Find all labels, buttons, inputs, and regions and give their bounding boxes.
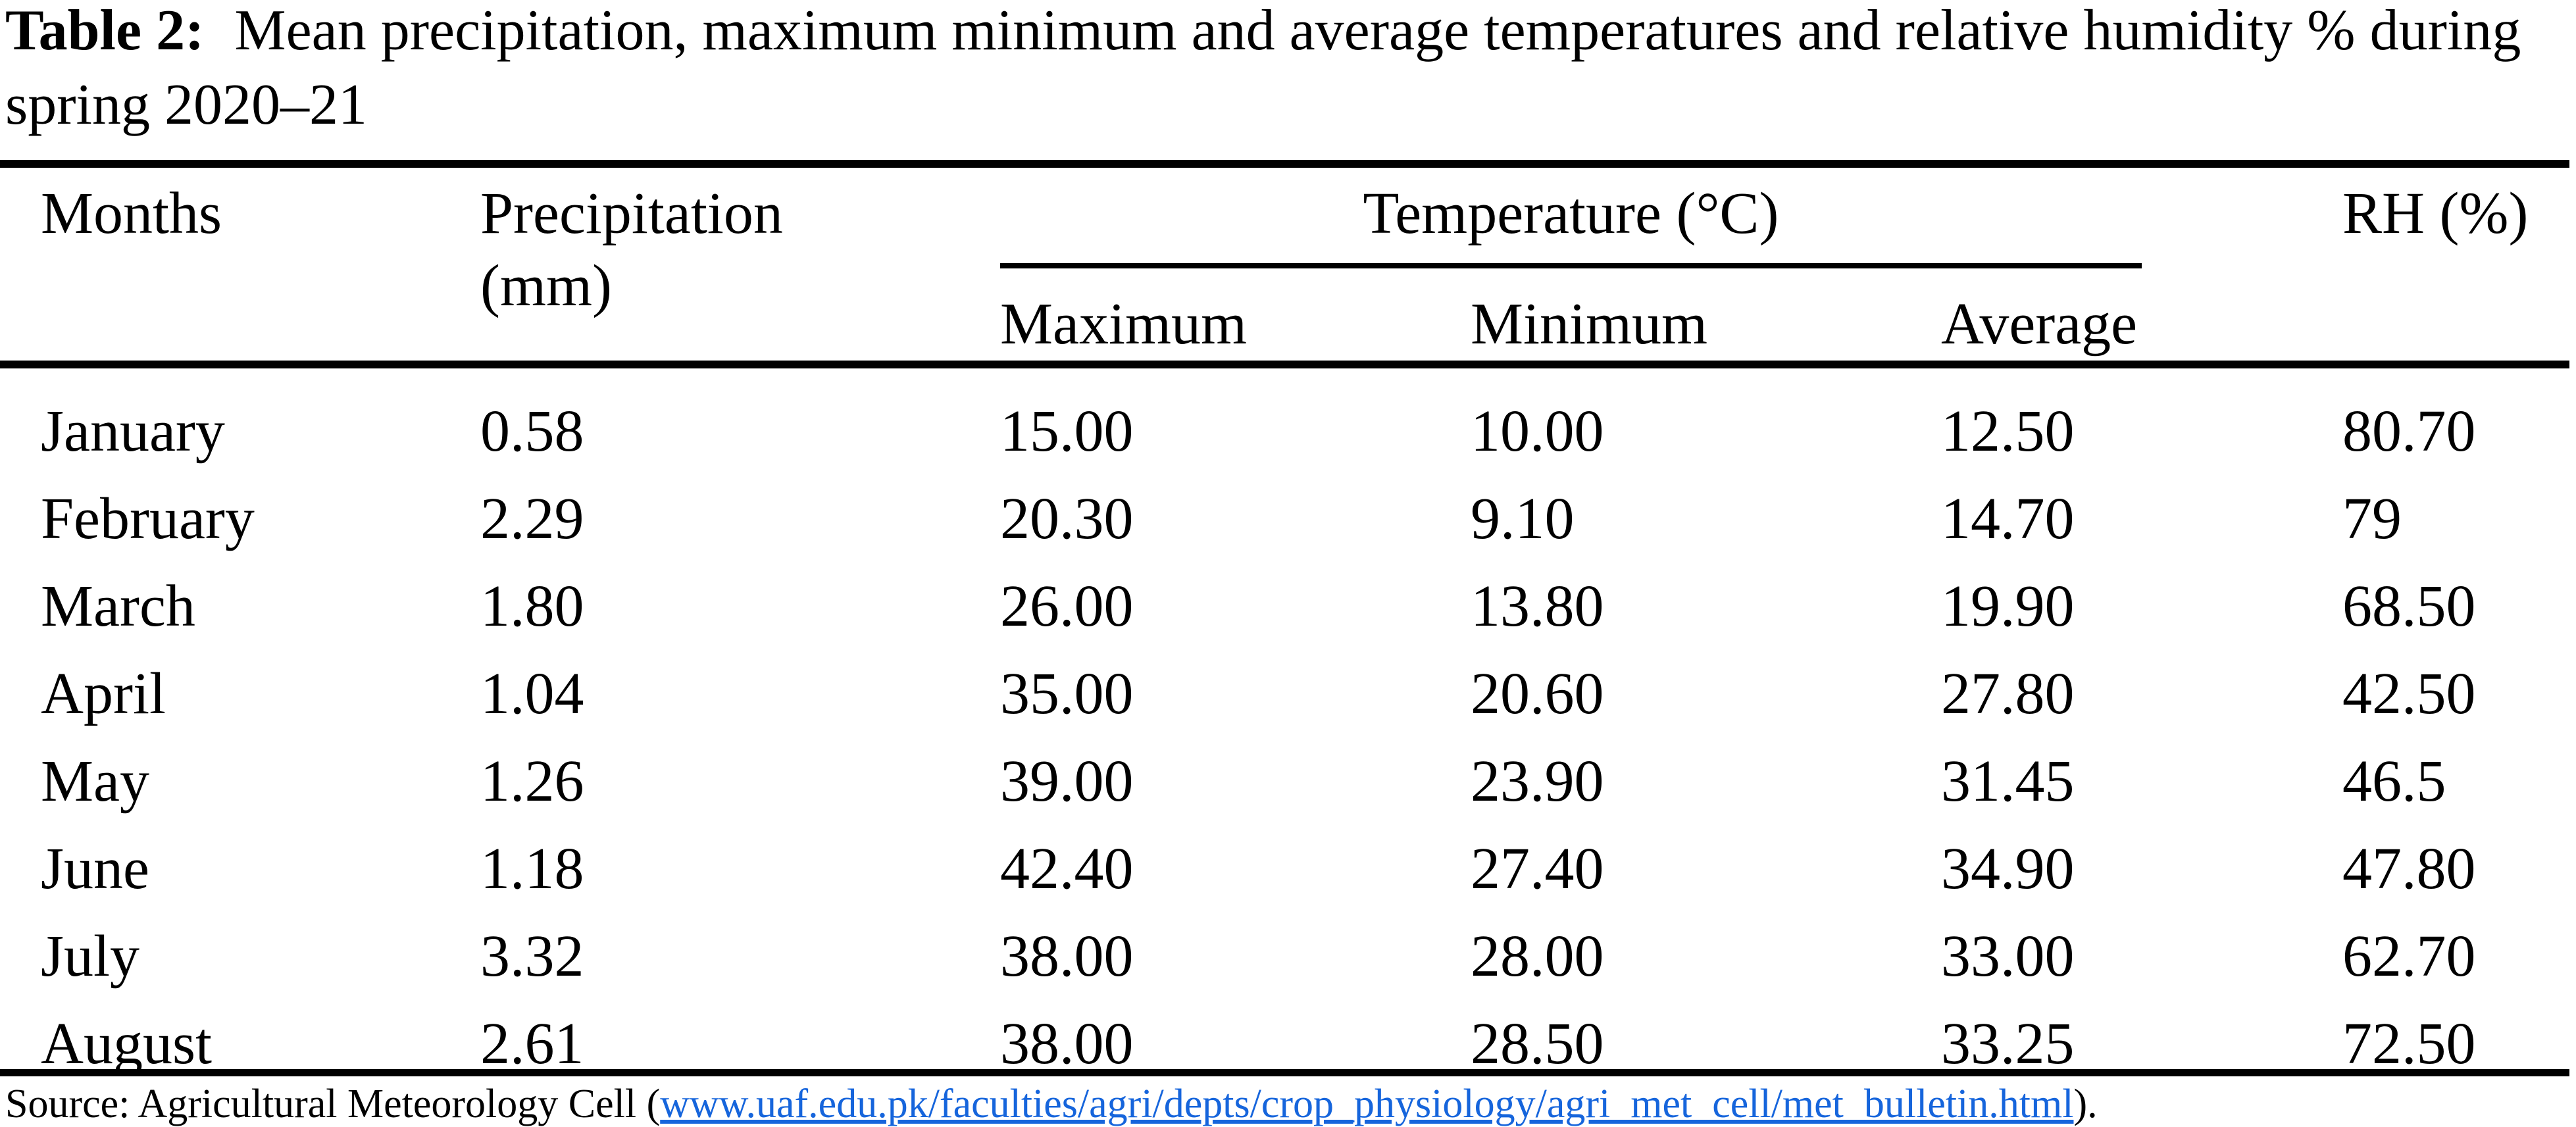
cell-max: 35.00 (1000, 661, 1134, 726)
cell-month: January (41, 399, 225, 464)
cell-rh: 80.70 (2342, 399, 2476, 464)
header-average: Average (1941, 291, 2138, 357)
table-row: June 1.18 42.40 27.40 34.90 47.80 (0, 839, 2576, 927)
source-prefix: Source: Agricultural Meteorology Cell ( (5, 1082, 661, 1126)
table-row: August 2.61 38.00 28.50 33.25 72.50 (0, 1014, 2576, 1102)
cell-min: 28.00 (1471, 924, 1604, 989)
caption-text: Mean precipitation, maximum minimum and … (234, 0, 2521, 63)
cell-max: 20.30 (1000, 486, 1134, 551)
cell-avg: 12.50 (1941, 399, 2075, 464)
cell-month: June (41, 836, 149, 901)
header-maximum: Maximum (1000, 291, 1247, 357)
header-bottom-rule (0, 361, 2569, 368)
cell-precip: 0.58 (480, 399, 584, 464)
caption-line-2: spring 2020–21 (5, 73, 367, 137)
cell-max: 39.00 (1000, 749, 1134, 814)
cell-month: May (41, 749, 149, 814)
header-minimum: Minimum (1471, 291, 1708, 357)
cell-precip: 1.80 (480, 574, 584, 639)
cell-min: 27.40 (1471, 836, 1604, 901)
table-row: April 1.04 35.00 20.60 27.80 42.50 (0, 664, 2576, 752)
cell-precip: 1.04 (480, 661, 584, 726)
cell-precip: 2.29 (480, 486, 584, 551)
header-months: Months (41, 181, 222, 246)
cell-month: April (41, 661, 166, 726)
cell-precip: 2.61 (480, 1011, 584, 1076)
header-precipitation-unit: (mm) (480, 253, 612, 318)
cell-month: March (41, 574, 195, 639)
cell-min: 28.50 (1471, 1011, 1604, 1076)
table-top-rule (0, 160, 2569, 168)
cell-avg: 33.25 (1941, 1011, 2075, 1076)
header-precipitation: Precipitation (480, 181, 783, 246)
caption-line-1: Table 2: Mean precipitation, maximum mini… (5, 2, 2521, 60)
cell-max: 38.00 (1000, 924, 1134, 989)
cell-max: 15.00 (1000, 399, 1134, 464)
table-bottom-rule (0, 1069, 2569, 1076)
table-number-label: Table 2: (5, 0, 205, 63)
cell-rh: 62.70 (2342, 924, 2476, 989)
cell-precip: 1.18 (480, 836, 584, 901)
source-suffix: ). (2073, 1082, 2098, 1126)
source-url-link[interactable]: www.uaf.edu.pk/faculties/agri/depts/crop… (660, 1082, 2074, 1126)
cell-rh: 72.50 (2342, 1011, 2476, 1076)
cell-month: August (41, 1011, 213, 1076)
header-temperature-group: Temperature (°C) (1363, 181, 1779, 246)
table-row: July 3.32 38.00 28.00 33.00 62.70 (0, 927, 2576, 1014)
cell-avg: 27.80 (1941, 661, 2075, 726)
cell-avg: 34.90 (1941, 836, 2075, 901)
cell-rh: 79 (2342, 486, 2402, 551)
cell-max: 38.00 (1000, 1011, 1134, 1076)
cell-min: 13.80 (1471, 574, 1604, 639)
header-rh: RH (%) (2342, 181, 2529, 246)
cell-rh: 42.50 (2342, 661, 2476, 726)
cell-avg: 31.45 (1941, 749, 2075, 814)
table-row: March 1.80 26.00 13.80 19.90 68.50 (0, 577, 2576, 664)
temperature-spanner-rule (1000, 263, 2142, 268)
cell-min: 9.10 (1471, 486, 1575, 551)
table-row: February 2.29 20.30 9.10 14.70 79 (0, 489, 2576, 577)
table-row: January 0.58 15.00 10.00 12.50 80.70 (0, 402, 2576, 489)
cell-min: 23.90 (1471, 749, 1604, 814)
cell-avg: 14.70 (1941, 486, 2075, 551)
cell-month: July (41, 924, 140, 989)
cell-max: 42.40 (1000, 836, 1134, 901)
cell-rh: 47.80 (2342, 836, 2476, 901)
cell-min: 20.60 (1471, 661, 1604, 726)
cell-avg: 33.00 (1941, 924, 2075, 989)
cell-precip: 3.32 (480, 924, 584, 989)
cell-min: 10.00 (1471, 399, 1604, 464)
cell-max: 26.00 (1000, 574, 1134, 639)
cell-rh: 68.50 (2342, 574, 2476, 639)
cell-avg: 19.90 (1941, 574, 2075, 639)
table-row: May 1.26 39.00 23.90 31.45 46.5 (0, 752, 2576, 839)
cell-precip: 1.26 (480, 749, 584, 814)
cell-rh: 46.5 (2342, 749, 2446, 814)
source-note: Source: Agricultural Meteorology Cell (w… (5, 1084, 2098, 1124)
cell-month: February (41, 486, 255, 551)
